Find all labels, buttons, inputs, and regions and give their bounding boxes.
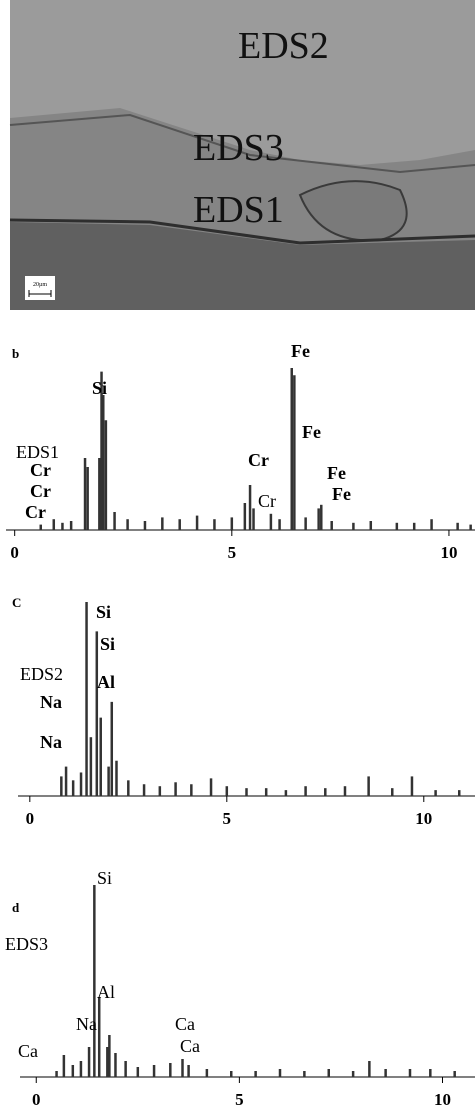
x-tick-label: 5 [223,809,232,828]
x-tick-label: 0 [10,543,19,562]
scale-text: 20µm [33,282,47,288]
peak-annotation: Cr [248,450,269,470]
peak-annotation: Na [40,732,62,752]
sem-boundary [9,113,475,174]
scale-box [25,276,55,300]
peak-annotation: Fe [327,463,346,483]
scale-bar [28,290,52,297]
sem-image: EDS2 EDS3 EDS1 20µm [9,0,475,310]
peak-annotation: Cr [30,481,51,501]
peak-annotation: Cr [25,502,46,522]
x-tick-label: 5 [235,1090,244,1109]
peak-annotation: Si [97,868,112,888]
x-tick-label: 10 [434,1090,451,1109]
peak-annotation: Cr [258,491,276,511]
x-tick-label: 0 [32,1090,41,1109]
peak-annotation: Fe [302,422,321,442]
eds-label: EDS1 [193,189,284,231]
sem-inclusion [298,180,408,242]
peak-annotation: Na [40,692,62,712]
x-tick-label: 10 [440,543,457,562]
peak-annotation: Ca [180,1036,200,1056]
peak-annotation: Cr [30,460,51,480]
peak-annotation: EDS2 [20,664,63,684]
x-tick-label: 5 [228,543,237,562]
peak-annotation: Ca [175,1014,195,1034]
panel-label: d [12,900,20,915]
panel-label: C [12,595,21,610]
sem-substrate [10,222,475,310]
peak-annotation: Si [100,634,115,654]
peak-annotation: Al [97,982,115,1002]
eds-label: EDS3 [193,127,284,169]
peak-annotation: EDS3 [5,934,48,954]
eds-label: EDS2 [238,25,329,67]
peak-annotation: Si [92,378,107,398]
peak-annotation: Ca [18,1041,38,1061]
peak-annotation: Na [76,1014,97,1034]
x-tick-label: 0 [26,809,35,828]
peak-annotation: Al [97,672,115,692]
peak-annotation: Fe [291,341,310,361]
sem-interface [9,218,475,245]
peak-annotation: Fe [332,484,351,504]
peak-annotation: Si [96,602,111,622]
panel-label: b [12,346,19,361]
peak-annotation: EDS1 [16,442,59,462]
x-tick-label: 10 [415,809,432,828]
